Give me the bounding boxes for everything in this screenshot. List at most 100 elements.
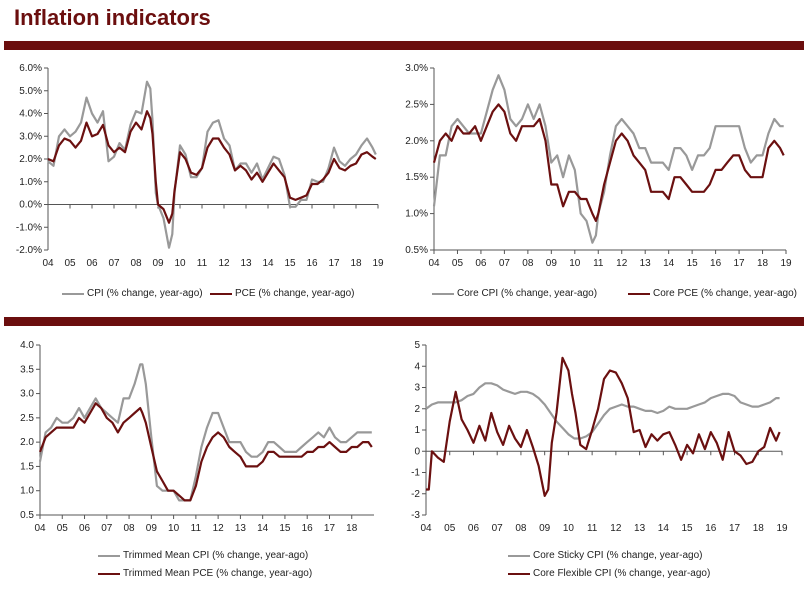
y-tick-label: 6.0%: [19, 63, 42, 74]
legend-item-2: Trimmed Mean PCE (% change, year-ago): [98, 568, 312, 579]
chart-panel-trimmed-mean: 0.5 1.0 1.5 2.0 2.5 3.0 3.5 4.0 04 05 06 07 08 09 10 11…: [0, 330, 404, 595]
legend-swatch: [62, 292, 84, 295]
x-tick-label: 19: [776, 523, 788, 534]
x-tick-label: 10: [569, 258, 581, 269]
y-tick-label: -1.0%: [16, 222, 42, 233]
x-tick-label: 06: [475, 258, 487, 269]
legend-swatch: [210, 292, 232, 295]
x-tick-label: 09: [152, 258, 164, 269]
legend-label: Core PCE (% change, year-ago): [653, 288, 797, 299]
legend-label: Core Flexible CPI (% change, year-ago): [533, 568, 711, 579]
x-tick-label: 15: [687, 258, 699, 269]
y-tick-label: 2.5: [20, 413, 34, 424]
series-line-1: [38, 363, 372, 502]
y-tick-label: 3: [414, 383, 420, 394]
series-line-1: [425, 382, 780, 440]
x-tick-label: 16: [710, 258, 722, 269]
x-tick-label: 10: [563, 523, 575, 534]
legend-label: PCE (% change, year-ago): [235, 288, 355, 299]
x-tick-label: 14: [257, 523, 269, 534]
series-line-2: [47, 110, 377, 224]
x-tick-label: 15: [682, 523, 694, 534]
legend-swatch: [98, 572, 120, 575]
y-tick-label: 5: [414, 340, 420, 351]
y-tick-label: 4.0%: [19, 109, 42, 120]
x-tick-label: 09: [546, 258, 558, 269]
y-tick-label: -3: [411, 510, 420, 521]
legend-core-cpi-pce: Core CPI (% change, year-ago) Core PCE (%…: [404, 282, 808, 312]
chart-core-cpi-pce: 0.5% 1.0% 1.5% 2.0% 2.5% 3.0% 04 05 06 07 08 09 10 11…: [405, 63, 792, 269]
y-tick-label: 0.5: [20, 510, 34, 521]
x-tick-label: 12: [610, 523, 622, 534]
legend-item-1: Core Sticky CPI (% change, year-ago): [508, 550, 703, 561]
x-tick-label: 06: [468, 523, 480, 534]
x-tick-label: 12: [218, 258, 230, 269]
legend-item-2: Core Flexible CPI (% change, year-ago): [508, 568, 710, 579]
y-tick-label: 1.0: [20, 486, 34, 497]
x-tick-label: 17: [328, 258, 340, 269]
legend-label: Core CPI (% change, year-ago): [457, 288, 598, 299]
y-tick-label: 3.0%: [19, 131, 42, 142]
y-tick-label: 3.0%: [405, 63, 428, 74]
y-tick-label: 1.0%: [19, 177, 42, 188]
series-line-2: [432, 103, 785, 222]
x-tick-label: 10: [174, 258, 186, 269]
y-tick-label: 2.0%: [19, 154, 42, 165]
x-tick-label: 06: [79, 523, 91, 534]
x-tick-label: 05: [452, 258, 464, 269]
legend-label: Core Sticky CPI (% change, year-ago): [533, 550, 703, 561]
x-tick-label: 19: [372, 258, 384, 269]
legend-swatch: [508, 572, 530, 575]
legend-item-1: CPI (% change, year-ago): [62, 288, 203, 299]
y-tick-label: 4: [414, 361, 420, 372]
x-tick-label: 19: [780, 258, 792, 269]
x-tick-label: 05: [444, 523, 456, 534]
x-tick-label: 08: [515, 523, 527, 534]
page-title: Inflation indicators: [14, 5, 211, 30]
x-tick-label: 05: [57, 523, 69, 534]
y-tick-label: 5.0%: [19, 86, 42, 97]
x-tick-label: 11: [197, 258, 208, 269]
x-tick-label: 07: [499, 258, 511, 269]
x-tick-label: 07: [101, 523, 113, 534]
legend-trimmed-mean: Trimmed Mean CPI (% change, year-ago) Tri…: [0, 544, 404, 588]
x-tick-label: 08: [130, 258, 142, 269]
chart-panel-core-cpi-pce: 0.5% 1.0% 1.5% 2.0% 2.5% 3.0% 04 05 06 07 08 09 10 11…: [404, 50, 808, 315]
x-tick-label: 04: [420, 523, 432, 534]
legend-item-1: Core CPI (% change, year-ago): [432, 288, 597, 299]
x-tick-label: 11: [593, 258, 604, 269]
x-tick-label: 18: [753, 523, 765, 534]
x-tick-label: 16: [306, 258, 318, 269]
y-tick-label: 2.5%: [405, 99, 428, 110]
x-tick-label: 18: [757, 258, 769, 269]
legend-item-2: PCE (% change, year-ago): [210, 288, 355, 299]
x-tick-label: 13: [640, 258, 652, 269]
y-tick-label: 2.0: [20, 437, 34, 448]
x-tick-label: 11: [191, 523, 202, 534]
legend-label: Trimmed Mean PCE (% change, year-ago): [123, 568, 313, 579]
y-tick-label: 0.5%: [405, 245, 428, 256]
legend-swatch: [98, 554, 120, 557]
legend-sticky-flexible: Core Sticky CPI (% change, year-ago) Core…: [404, 544, 808, 588]
chart-trimmed-mean: 0.5 1.0 1.5 2.0 2.5 3.0 3.5 4.0 04 05 06 07 08 09 10 11…: [20, 340, 374, 534]
x-tick-label: 08: [124, 523, 136, 534]
y-tick-label: -1: [411, 468, 420, 479]
y-tick-label: -2.0%: [16, 245, 42, 256]
chart-panel-cpi-pce: -2.0% -1.0% 0.0% 1.0% 2.0% 3.0% 4.0% 5.0% 6.0% 04…: [0, 50, 404, 315]
y-tick-label: 4.0: [20, 340, 34, 351]
x-tick-label: 09: [146, 523, 158, 534]
y-tick-label: 1.5: [20, 461, 34, 472]
x-tick-label: 12: [213, 523, 225, 534]
title-divider-middle: [4, 317, 804, 326]
x-tick-label: 14: [663, 258, 675, 269]
y-tick-label: 3.5: [20, 364, 34, 375]
x-tick-label: 09: [539, 523, 551, 534]
x-tick-label: 13: [235, 523, 247, 534]
x-tick-label: 10: [168, 523, 180, 534]
legend-swatch: [628, 292, 650, 295]
x-tick-label: 18: [346, 523, 358, 534]
x-tick-label: 16: [302, 523, 314, 534]
chart-panel-sticky-flexible: -3 -2 -1 0 1 2 3 4 5 04 05 06 07 08 09 10 11 12 13 14 15 16 17…: [404, 330, 808, 595]
series-line-1: [47, 80, 377, 249]
title-divider-top: [4, 41, 804, 50]
